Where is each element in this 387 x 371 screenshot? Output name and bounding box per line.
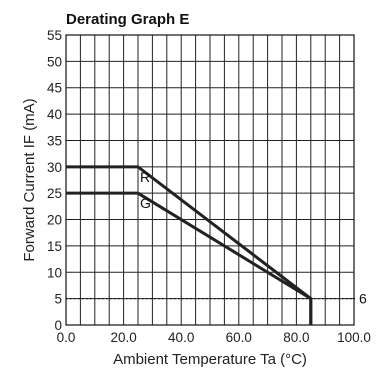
chart-title: Derating Graph E <box>66 11 189 28</box>
y-tick-label: 40 <box>47 107 62 122</box>
y-tick-label: 10 <box>47 265 62 280</box>
y-tick-label: 30 <box>47 160 62 175</box>
series-line-g <box>66 191 313 325</box>
x-tick-label: 40.0 <box>168 330 194 345</box>
x-tick-labels: 0.0 20.0 40.0 60.0 80.0 100.0 <box>57 330 371 345</box>
y-tick-label: 45 <box>47 81 62 96</box>
y-tick-label: 35 <box>47 133 62 148</box>
x-tick-label: 0.0 <box>57 330 76 345</box>
y-tick-label: 25 <box>47 186 62 201</box>
y-tick-label: 55 <box>47 28 62 43</box>
x-axis-label: Ambient Temperature Ta (°C) <box>113 351 307 368</box>
y-tick-label: 15 <box>47 239 62 254</box>
y-tick-label: 5 <box>54 292 62 307</box>
y-tick-label: 0 <box>54 318 62 333</box>
x-tick-label: 100.0 <box>337 330 371 345</box>
series-label-g: G <box>140 195 151 211</box>
plot-frame <box>65 34 355 326</box>
y-tick-labels: 0 5 10 15 20 25 30 35 40 45 50 55 <box>47 28 62 333</box>
y-tick-label: 20 <box>47 213 62 228</box>
x-tick-label: 60.0 <box>226 330 252 345</box>
x-tick-label: 20.0 <box>110 330 136 345</box>
grid <box>66 35 354 325</box>
series-label-r: R <box>140 169 150 185</box>
y-tick-label: 50 <box>47 54 62 69</box>
series-group: RG <box>66 165 313 325</box>
reference-line-group: 6 <box>66 291 367 307</box>
x-tick-label: 80.0 <box>283 330 309 345</box>
y-axis-label: Forward Current IF (mA) <box>21 98 38 261</box>
reference-line-label: 6 <box>359 291 367 307</box>
